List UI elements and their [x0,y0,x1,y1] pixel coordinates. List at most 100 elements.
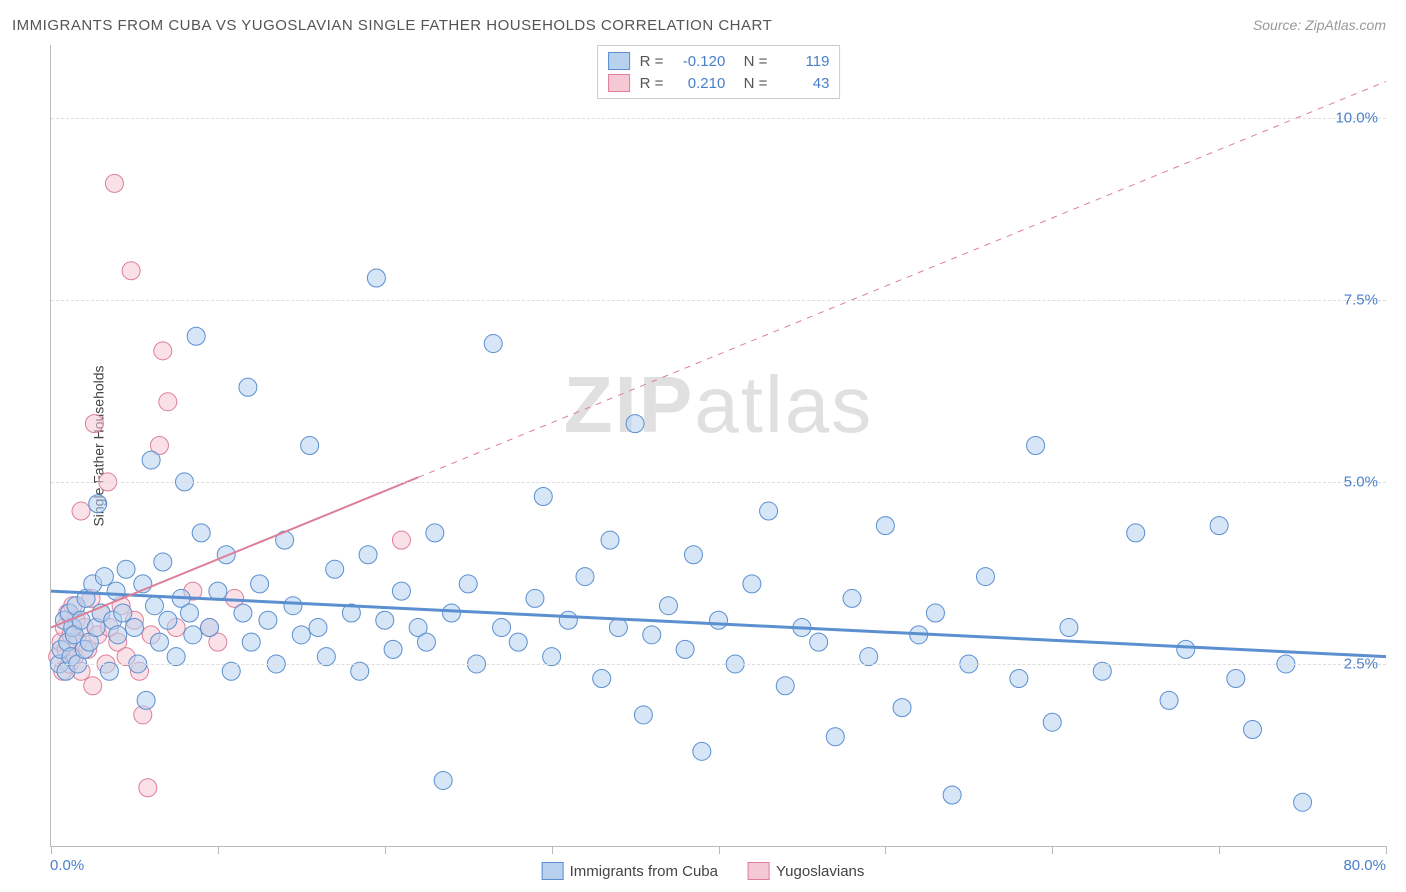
grid-line [51,118,1386,119]
y-tick-label: 10.0% [1335,109,1378,126]
data-point [192,524,210,542]
data-point [184,626,202,644]
n-value-yugo: 43 [773,75,829,92]
data-point [209,582,227,600]
data-point [137,691,155,709]
data-point [145,597,163,615]
data-point [693,742,711,760]
data-point [659,597,677,615]
data-point [326,560,344,578]
data-point [392,582,410,600]
data-point [484,335,502,353]
data-point [251,575,269,593]
data-point [72,502,90,520]
data-point [443,604,461,622]
data-point [154,553,172,571]
data-point [426,524,444,542]
data-point [117,560,135,578]
data-point [609,619,627,637]
data-point [201,619,219,637]
data-point [109,626,127,644]
data-point [150,633,168,651]
x-tick [51,846,52,854]
data-point [239,378,257,396]
r-value-cuba: -0.120 [669,53,725,70]
data-point [526,589,544,607]
legend-item-cuba: Immigrants from Cuba [542,862,718,880]
data-point [301,437,319,455]
grid-line [51,664,1386,665]
data-point [1060,619,1078,637]
data-point [154,342,172,360]
data-point [626,415,644,433]
data-point [826,728,844,746]
data-point [384,640,402,658]
data-point [181,604,199,622]
data-point [943,786,961,804]
data-point [1244,720,1262,738]
data-point [926,604,944,622]
data-point [242,633,260,651]
data-point [159,393,177,411]
data-point [977,568,995,586]
data-point [776,677,794,695]
data-point [893,699,911,717]
data-point [89,495,107,513]
grid-line [51,482,1386,483]
data-point [601,531,619,549]
data-point [493,619,511,637]
x-tick [1052,846,1053,854]
data-point [1010,670,1028,688]
r-value-yugo: 0.210 [669,75,725,92]
x-min-label: 0.0% [50,857,84,874]
data-point [367,269,385,287]
data-point [159,611,177,629]
y-tick-label: 2.5% [1344,655,1378,672]
data-point [1177,640,1195,658]
data-point [417,633,435,651]
data-point [1210,517,1228,535]
data-point [434,771,452,789]
data-point [710,611,728,629]
data-point [217,546,235,564]
data-point [509,633,527,651]
n-value-cuba: 119 [773,53,829,70]
data-point [139,779,157,797]
x-tick [1386,846,1387,854]
data-point [309,619,327,637]
chart-plot-area: ZIPatlas R = -0.120 N = 119 R = 0.210 N … [50,45,1386,847]
data-point [1160,691,1178,709]
legend-swatch-icon [542,862,564,880]
legend-row-cuba: R = -0.120 N = 119 [608,50,830,72]
data-point [876,517,894,535]
data-point [187,327,205,345]
data-point [84,677,102,695]
data-point [376,611,394,629]
series-legend: Immigrants from Cuba Yugoslavians [542,862,865,880]
x-max-label: 80.0% [1343,857,1386,874]
data-point [359,546,377,564]
x-tick [719,846,720,854]
data-point [643,626,661,644]
scatter-svg [51,45,1386,846]
data-point [1227,670,1245,688]
chart-header: IMMIGRANTS FROM CUBA VS YUGOSLAVIAN SING… [0,0,1406,40]
data-point [284,597,302,615]
data-point [125,619,143,637]
legend-swatch-icon [748,862,770,880]
data-point [259,611,277,629]
data-point [810,633,828,651]
data-point [122,262,140,280]
y-tick-label: 5.0% [1344,473,1378,490]
data-point [760,502,778,520]
data-point [843,589,861,607]
data-point [593,670,611,688]
data-point [105,174,123,192]
trend-line-dashed [418,81,1386,477]
data-point [1027,437,1045,455]
x-tick [218,846,219,854]
data-point [1294,793,1312,811]
data-point [234,604,252,622]
data-point [292,626,310,644]
source-attribution: Source: ZipAtlas.com [1253,17,1386,33]
